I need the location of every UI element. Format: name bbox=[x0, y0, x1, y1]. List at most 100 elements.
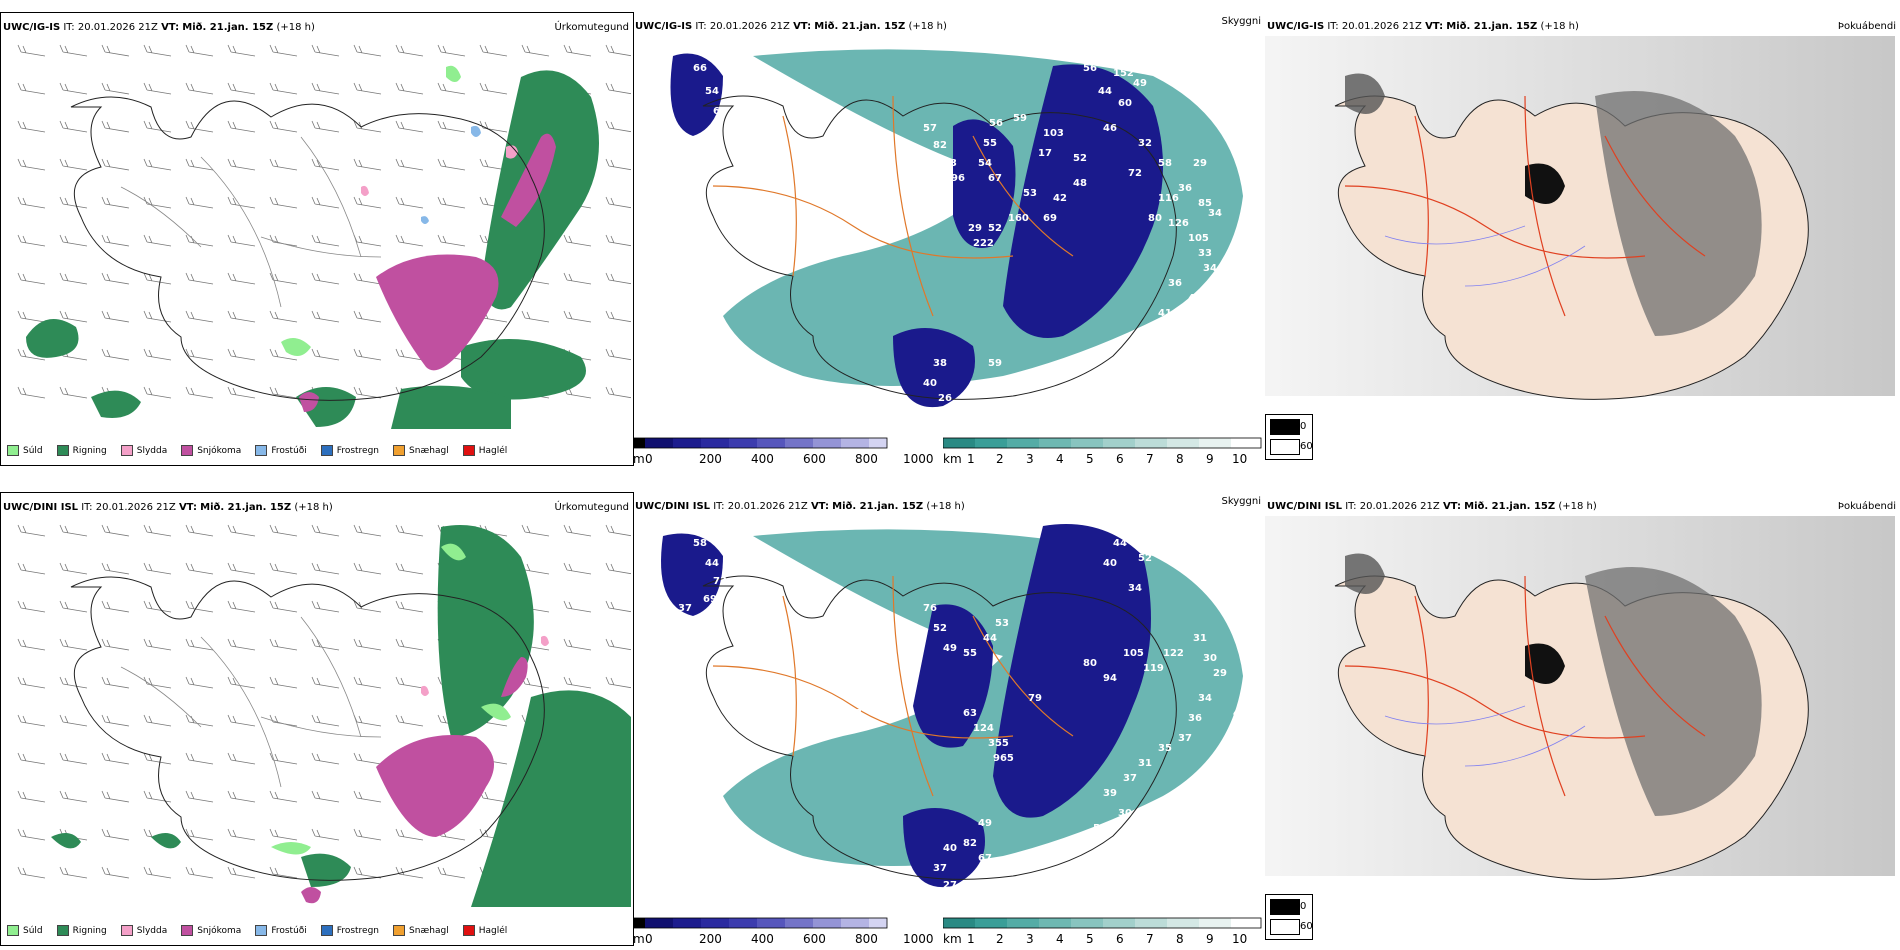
wind-barb bbox=[269, 752, 298, 765]
wind-barb bbox=[59, 866, 88, 879]
cloud-base-value: 33 bbox=[1198, 248, 1212, 259]
wind-barb bbox=[59, 638, 88, 651]
wind-barb bbox=[17, 348, 46, 361]
wind-barb bbox=[101, 310, 130, 323]
cloud-base-value: 53 bbox=[1023, 188, 1037, 199]
fog-legend-black bbox=[1270, 419, 1300, 435]
fog-panel-1: UWC/IG-IS IT: 20.01.2026 21Z VT: Mið. 21… bbox=[1265, 12, 1900, 464]
cloud-base-value: 82 bbox=[933, 140, 947, 151]
legend-item-slydda: Slydda bbox=[120, 925, 167, 936]
legend-swatch bbox=[320, 445, 333, 456]
wind-barb bbox=[311, 158, 340, 171]
wind-barb bbox=[227, 44, 256, 57]
cloud-title-2: UWC/DINI ISL IT: 20.01.2026 21Z VT: Mið.… bbox=[635, 501, 965, 512]
visibility-tick-2: 9 bbox=[1206, 932, 1214, 946]
cloud-base-value: 17 bbox=[1038, 148, 1052, 159]
wind-barb bbox=[269, 524, 298, 537]
wind-barb bbox=[185, 348, 214, 361]
cloud-base-value: 85 bbox=[1198, 198, 1212, 209]
visibility-tick-1: 4 bbox=[1056, 452, 1064, 466]
visibility-colorbar-1 bbox=[943, 437, 1262, 449]
legend-item-haglel: Haglél bbox=[462, 445, 507, 456]
legend-item-snjokoma: Snjókoma bbox=[181, 925, 241, 936]
visibility-label-1: Skyggni bbox=[1221, 16, 1261, 27]
legend-item-sudl: Súld bbox=[7, 445, 43, 456]
wind-barb bbox=[353, 638, 382, 651]
legend-item-haglel: Haglél bbox=[462, 925, 507, 936]
cloud-base-value: 119 bbox=[1143, 663, 1164, 674]
wind-barb bbox=[59, 676, 88, 689]
precip-type-label-2: Úrkomutegund bbox=[554, 502, 629, 513]
precip-map-2 bbox=[17, 524, 631, 907]
wind-barb bbox=[17, 828, 46, 841]
wind-barb bbox=[143, 234, 172, 247]
cloud-base-value: 67 bbox=[988, 173, 1002, 184]
cloud-base-value: 31 bbox=[1193, 633, 1207, 644]
wind-barb bbox=[101, 562, 130, 575]
wind-barb bbox=[143, 82, 172, 95]
wind-barb bbox=[353, 714, 382, 727]
wind-barb bbox=[101, 790, 130, 803]
wind-barb bbox=[227, 676, 256, 689]
wind-barb bbox=[311, 120, 340, 133]
cloud-base-tick-1: 600 bbox=[803, 452, 826, 466]
wind-barb bbox=[353, 790, 382, 803]
precip-map-1 bbox=[17, 44, 631, 429]
visibility-tick-2: 2 bbox=[996, 932, 1004, 946]
wind-barb bbox=[143, 44, 172, 57]
wind-barb bbox=[269, 828, 298, 841]
visibility-tick-1: 6 bbox=[1116, 452, 1124, 466]
wind-barb bbox=[185, 638, 214, 651]
wind-barb bbox=[101, 714, 130, 727]
cloud-base-value: 34 bbox=[1208, 208, 1222, 219]
cloud-base-tick-1: 400 bbox=[751, 452, 774, 466]
wind-barb bbox=[395, 828, 424, 841]
wind-barb bbox=[395, 234, 424, 247]
cloud-base-value: 46 bbox=[1103, 123, 1117, 134]
wind-barb bbox=[17, 196, 46, 209]
wind-barb bbox=[605, 272, 631, 285]
wind-barb bbox=[353, 234, 382, 247]
cloud-base-value: 44 bbox=[983, 633, 997, 644]
visibility-tick-2: 8 bbox=[1176, 932, 1184, 946]
wind-barb bbox=[605, 310, 631, 323]
precip-legend-2: Súld Rigning Slydda Snjókoma Frostúði Fr… bbox=[7, 925, 521, 936]
wind-barb bbox=[59, 752, 88, 765]
fog-legend-2: 0 60 bbox=[1265, 894, 1313, 940]
wind-barb bbox=[353, 158, 382, 171]
legend-swatch bbox=[462, 445, 475, 456]
wind-barb bbox=[605, 600, 631, 613]
wind-barb bbox=[437, 120, 466, 133]
legend-swatch bbox=[120, 925, 133, 936]
fog-legend-black bbox=[1270, 899, 1300, 915]
cloud-base-value: 94 bbox=[1103, 673, 1117, 684]
visibility-tick-1: 3 bbox=[1026, 452, 1034, 466]
wind-barb bbox=[605, 44, 631, 57]
wind-barb bbox=[143, 790, 172, 803]
cloud-base-value: 34 bbox=[1198, 693, 1212, 704]
wind-barb bbox=[227, 790, 256, 803]
wind-barb bbox=[101, 638, 130, 651]
wind-barb bbox=[605, 386, 631, 399]
cloud-base-value: 31 bbox=[1138, 758, 1152, 769]
wind-barb bbox=[311, 310, 340, 323]
wind-barb bbox=[17, 234, 46, 247]
cloud-base-value: 36 bbox=[1178, 183, 1192, 194]
wind-barb bbox=[353, 120, 382, 133]
visibility-tick-1: 7 bbox=[1146, 452, 1154, 466]
cloud-base-value: 105 bbox=[1123, 648, 1144, 659]
wind-barb bbox=[185, 120, 214, 133]
wind-barb bbox=[227, 386, 256, 399]
fog-legend-1: 0 60 bbox=[1265, 414, 1313, 460]
wind-barb bbox=[563, 562, 592, 575]
cloud-base-value: 48 bbox=[1073, 178, 1087, 189]
wind-barb bbox=[353, 676, 382, 689]
wind-barb bbox=[437, 234, 466, 247]
wind-barb bbox=[353, 866, 382, 879]
wind-barb bbox=[437, 866, 466, 879]
cloud-base-value: 60 bbox=[1118, 98, 1132, 109]
cloud-base-value: 448 bbox=[1233, 708, 1254, 719]
wind-barb bbox=[395, 676, 424, 689]
cloud-base-value: 57 bbox=[923, 123, 937, 134]
wind-barb bbox=[311, 272, 340, 285]
